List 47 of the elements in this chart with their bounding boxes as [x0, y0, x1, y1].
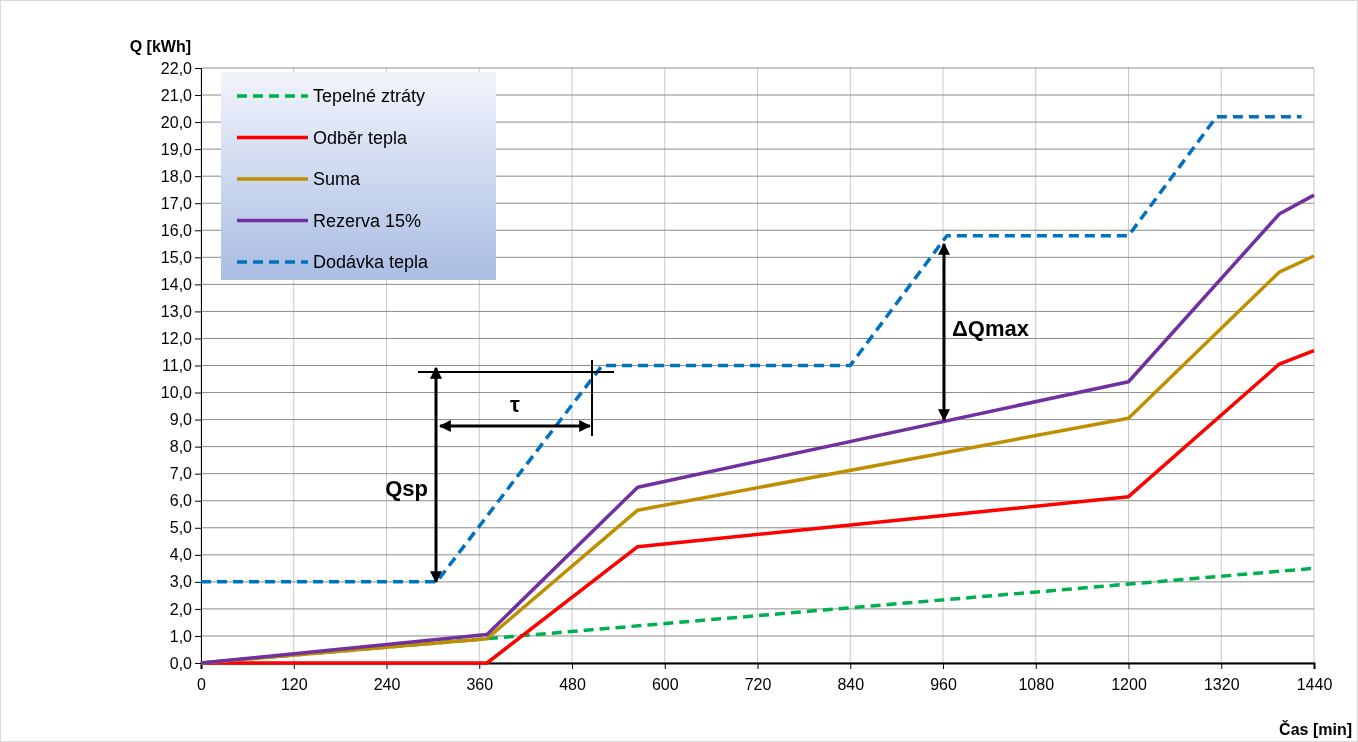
- x-tick-label: 120: [280, 675, 308, 693]
- y-tick-label: 19,0: [160, 140, 193, 158]
- y-tick-label: 0,0: [169, 654, 193, 672]
- x-tick-label: 600: [651, 675, 679, 693]
- y-tick-label: 1,0: [169, 627, 193, 645]
- legend-label: Odběr tepla: [313, 127, 409, 148]
- x-tick-label: 1320: [1203, 675, 1240, 693]
- annotation: ΔQmax: [952, 315, 1030, 341]
- x-tick-label: 360: [466, 675, 494, 693]
- y-tick-label: 11,0: [162, 357, 193, 375]
- y-tick-label: 18,0: [160, 167, 193, 185]
- y-tick-label: 3,0: [169, 573, 193, 591]
- x-tick-label: 1440: [1296, 675, 1333, 693]
- legend-label: Dodávka tepla: [313, 252, 430, 273]
- x-tick-label: 240: [373, 675, 401, 693]
- y-tick-label: 8,0: [169, 438, 193, 456]
- y-tick-label: 13,0: [160, 303, 193, 321]
- x-tick-label: 960: [930, 675, 957, 693]
- legend-label: Tepelné ztráty: [313, 86, 426, 107]
- y-tick-label: 17,0: [160, 194, 193, 212]
- x-tick-label: 1200: [1111, 675, 1147, 693]
- y-tick-label: 6,0: [169, 492, 193, 510]
- line-series: [199, 114, 1304, 584]
- annotation: Qsp: [385, 475, 428, 501]
- y-tick-label: 10,0: [160, 384, 193, 402]
- y-tick-label: 21,0: [160, 86, 193, 104]
- y-tick-label: 7,0: [169, 465, 193, 483]
- x-axis-title: Čas [min]: [1279, 720, 1352, 738]
- y-tick-label: 15,0: [160, 248, 193, 266]
- y-tick-label: 5,0: [169, 519, 193, 537]
- x-tick-label: 1080: [1018, 675, 1055, 693]
- x-tick-label: 0: [197, 675, 207, 693]
- y-tick-label: 2,0: [169, 600, 193, 618]
- y-tick-label: 14,0: [160, 275, 193, 293]
- y-tick-label: 16,0: [160, 221, 193, 239]
- x-tick-label: 840: [837, 675, 865, 693]
- y-tick-label: 9,0: [169, 411, 193, 429]
- x-tick-label: 720: [744, 675, 772, 693]
- y-tick-label: 4,0: [169, 546, 193, 564]
- y-tick-label: 22,0: [160, 59, 193, 77]
- annotation: τ: [510, 391, 521, 417]
- y-tick-label: 12,0: [160, 330, 193, 348]
- y-tick-label: 20,0: [160, 113, 193, 131]
- y-axis-title: Q [kWh]: [129, 38, 191, 55]
- x-tick-label: 480: [559, 675, 586, 693]
- legend-label: Rezerva 15%: [313, 210, 422, 231]
- legend-label: Suma: [313, 169, 362, 190]
